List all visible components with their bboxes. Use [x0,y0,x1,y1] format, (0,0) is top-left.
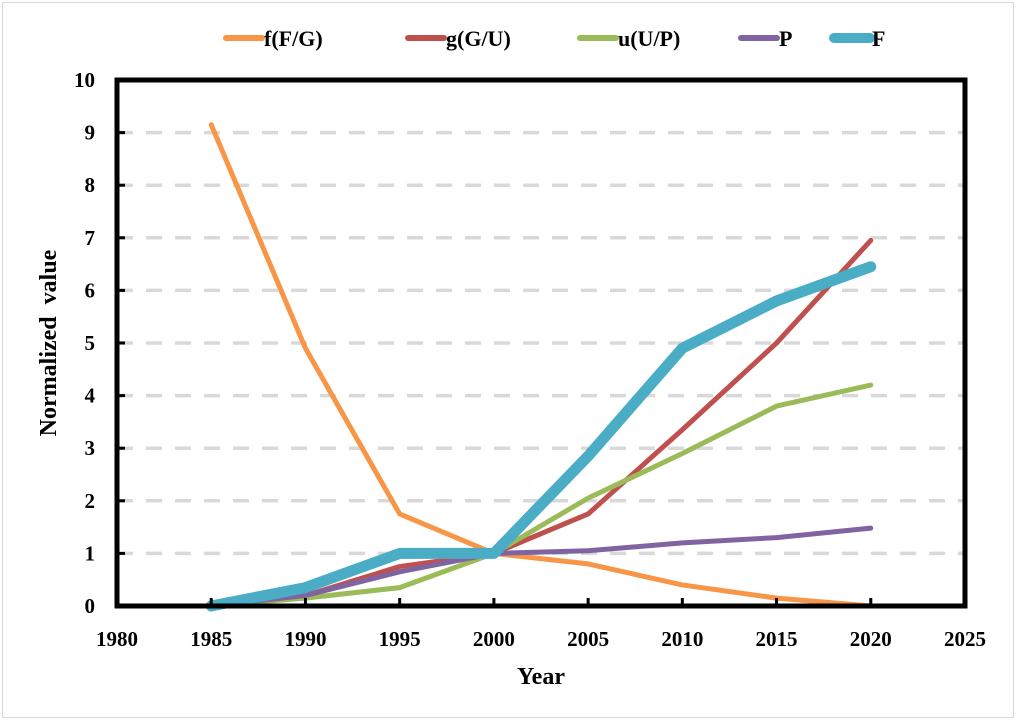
legend-item: u(U/P) [577,26,680,51]
x-axis-title: Year [517,664,565,690]
legend-label: f(F/G) [264,26,323,51]
gridlines [117,130,965,556]
legend-item: g(G/U) [405,26,511,51]
series-line-f [205,261,877,612]
legend-label: P [779,26,792,51]
series-line-ffg [208,122,874,609]
legend: f(F/G) g(G/U) u(U/P) P F [223,26,885,51]
x-tick-label: 2005 [567,627,609,651]
y-axis-ticks: 0 1 2 3 4 5 6 7 8 9 10 [74,68,125,618]
legend-label: u(U/P) [618,26,680,51]
series-lines [205,122,877,612]
y-tick-label: 4 [85,384,96,408]
x-tick-label: 1980 [96,627,138,651]
x-tick-label: 2000 [473,627,515,651]
legend-item: f(F/G) [223,26,323,51]
series-line-uup [208,382,874,609]
y-tick-label: 9 [85,121,96,145]
y-tick-label: 8 [85,173,96,197]
x-tick-label: 1985 [190,627,232,651]
y-tick-label: 7 [85,226,96,250]
y-tick-label: 0 [85,594,96,618]
legend-item: P [738,26,792,51]
y-tick-label: 10 [74,68,95,92]
x-tick-label: 2025 [944,627,986,651]
x-tick-label: 2020 [850,627,892,651]
legend-label: F [872,26,885,51]
x-tick-label: 2015 [756,627,798,651]
y-tick-label: 6 [85,278,96,302]
legend-item: F [829,26,885,51]
y-tick-label: 1 [85,541,96,565]
y-axis-title: Normalized value [36,249,62,436]
y-tick-label: 5 [85,331,96,355]
x-tick-label: 2010 [661,627,703,651]
series-line-p [208,525,874,609]
x-tick-label: 1990 [284,627,326,651]
x-tick-label: 1995 [379,627,421,651]
y-tick-label: 2 [85,489,96,513]
legend-label: g(G/U) [446,26,511,51]
y-tick-label: 3 [85,436,96,460]
x-axis-ticks: 1980 1985 1990 1995 2000 2005 2010 2015 2020 2025 [96,598,986,651]
